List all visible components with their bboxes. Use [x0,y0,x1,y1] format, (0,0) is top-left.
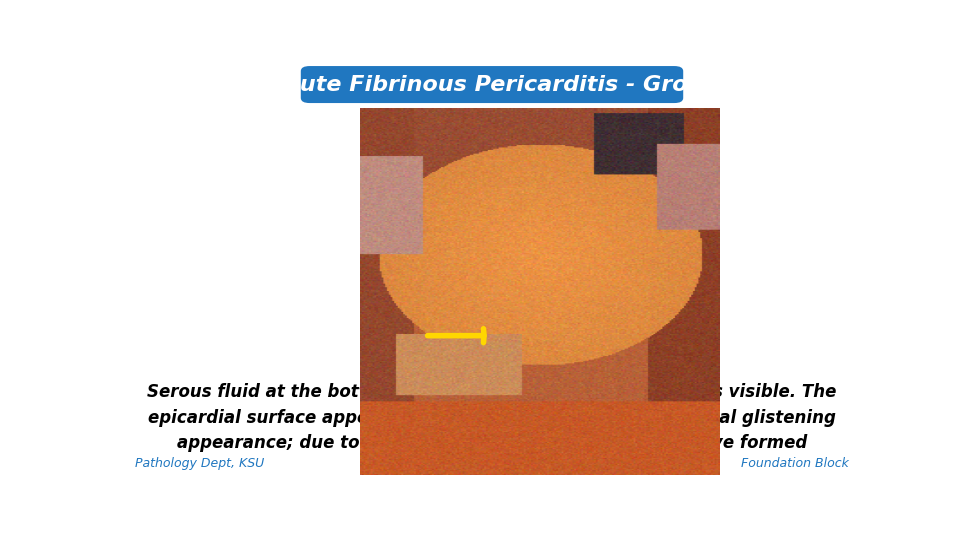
Text: Foundation Block: Foundation Block [741,457,849,470]
Text: appearance; due to the strands of pink-tan fibrin that have formed: appearance; due to the strands of pink-t… [177,435,807,453]
Text: Serous fluid at the bottom of the pericardial cavity (arrow) is visible. The: Serous fluid at the bottom of the perica… [147,383,837,401]
Text: epicardial surface appears roughened, compared to its normal glistening: epicardial surface appears roughened, co… [148,409,836,427]
FancyBboxPatch shape [300,66,684,103]
Text: Acute Fibrinous Pericarditis - Gross: Acute Fibrinous Pericarditis - Gross [270,75,714,94]
Text: Pathology Dept, KSU: Pathology Dept, KSU [134,457,264,470]
